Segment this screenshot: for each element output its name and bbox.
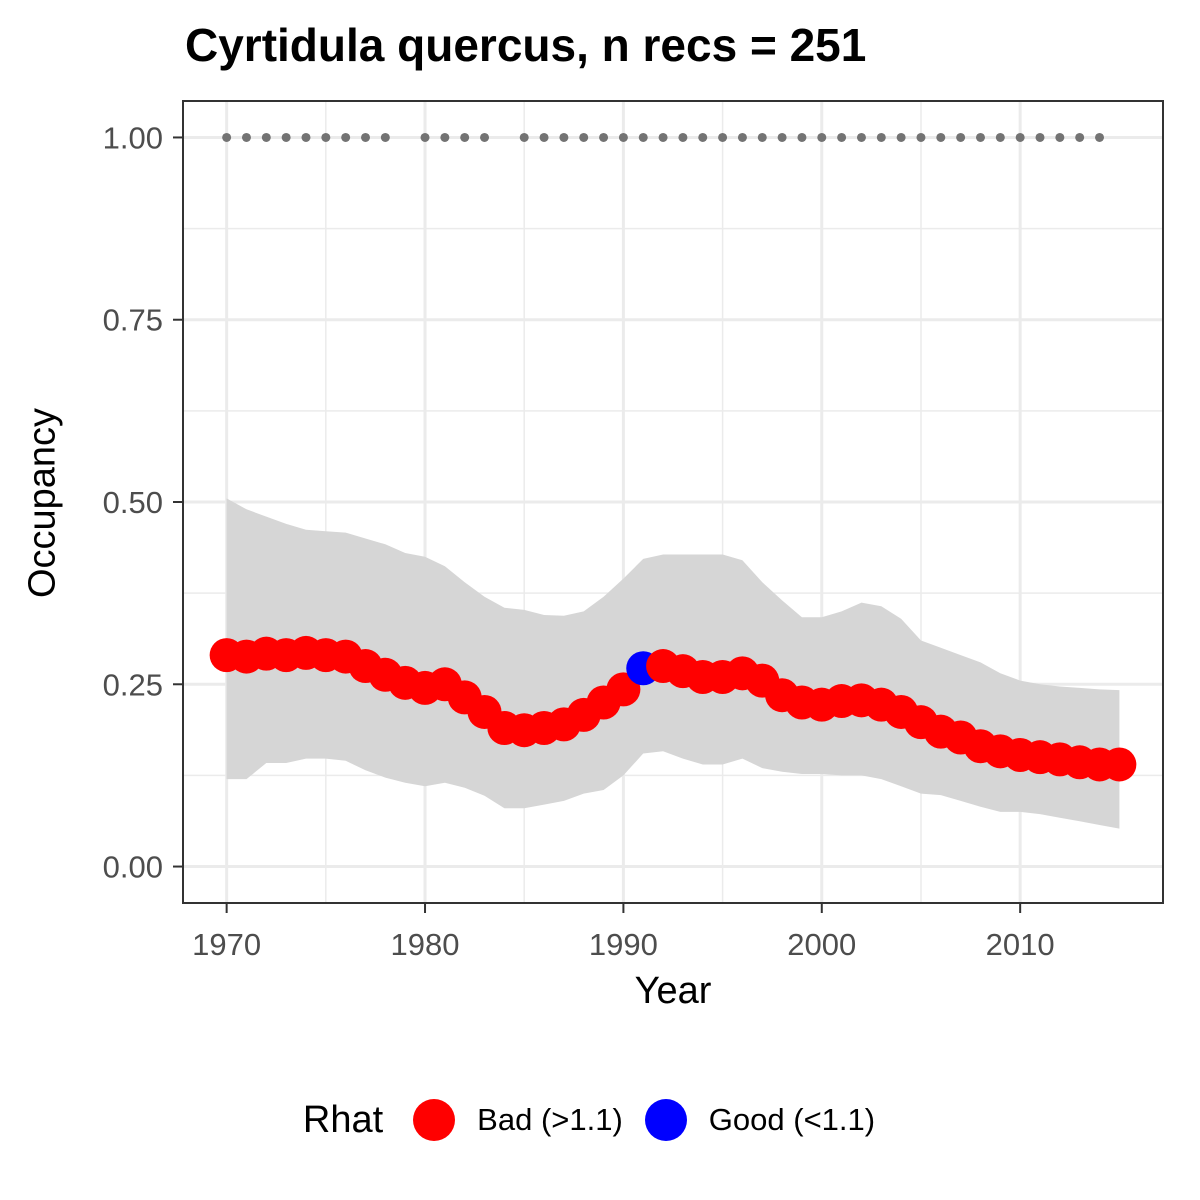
record-dot bbox=[876, 132, 886, 142]
record-dot bbox=[519, 132, 529, 142]
record-dot bbox=[460, 132, 470, 142]
y-tick-label: 0.75 bbox=[103, 303, 163, 338]
x-tick-label: 1970 bbox=[192, 927, 261, 962]
x-tick-label: 2010 bbox=[986, 927, 1055, 962]
x-tick-label: 1990 bbox=[589, 927, 658, 962]
record-dot bbox=[1095, 132, 1105, 142]
legend-label-bad: Bad (>1.1) bbox=[477, 1102, 623, 1137]
record-dot bbox=[241, 132, 251, 142]
legend-item-bad: Bad (>1.1) bbox=[413, 1099, 623, 1141]
record-dot bbox=[341, 132, 351, 142]
record-dot bbox=[777, 132, 787, 142]
record-dot bbox=[1035, 132, 1045, 142]
record-dot bbox=[678, 132, 688, 142]
y-tick-label: 0.25 bbox=[103, 667, 163, 702]
record-dot bbox=[896, 132, 906, 142]
record-dot bbox=[361, 132, 371, 142]
legend: Rhat Bad (>1.1) Good (<1.1) bbox=[0, 1092, 1200, 1148]
record-dot bbox=[1055, 132, 1065, 142]
record-dot bbox=[281, 132, 291, 142]
record-dot bbox=[936, 132, 946, 142]
record-dot bbox=[618, 132, 628, 142]
legend-key-good bbox=[644, 1099, 687, 1141]
record-dot bbox=[222, 132, 232, 142]
record-dot bbox=[599, 132, 609, 142]
record-dot bbox=[559, 132, 569, 142]
y-tick-label: 0.00 bbox=[103, 850, 163, 885]
y-tick-label: 1.00 bbox=[103, 120, 163, 155]
record-dot bbox=[956, 132, 966, 142]
record-dot bbox=[261, 132, 271, 142]
record-dot bbox=[797, 132, 807, 142]
record-dot bbox=[301, 132, 311, 142]
record-dot bbox=[757, 132, 767, 142]
record-dot bbox=[579, 132, 589, 142]
record-dot bbox=[440, 132, 450, 142]
record-dot bbox=[698, 132, 708, 142]
record-dot bbox=[856, 132, 866, 142]
legend-label-good: Good (<1.1) bbox=[708, 1102, 876, 1137]
legend-key-bad bbox=[413, 1099, 456, 1141]
occupancy-points bbox=[209, 635, 1137, 782]
legend-title: Rhat bbox=[302, 1098, 384, 1141]
legend-item-good: Good (<1.1) bbox=[644, 1099, 876, 1141]
axis-tick-labels: 1970 1980 1990 2000 2010 0.00 0.25 0.50 0.75 1.00 bbox=[103, 120, 1055, 962]
record-dot bbox=[321, 132, 331, 142]
y-tick-label: 0.50 bbox=[103, 485, 163, 520]
record-dot bbox=[638, 132, 648, 142]
x-axis-label: Year bbox=[634, 970, 712, 1012]
record-dot bbox=[817, 132, 827, 142]
record-dot bbox=[718, 132, 728, 142]
record-dot bbox=[420, 132, 430, 142]
record-dot bbox=[380, 132, 390, 142]
x-tick-label: 1980 bbox=[391, 927, 460, 962]
record-dot bbox=[916, 132, 926, 142]
record-dot bbox=[737, 132, 747, 142]
record-dot bbox=[539, 132, 549, 142]
axis-ticks bbox=[173, 136, 1022, 913]
record-dot bbox=[1015, 132, 1025, 142]
record-dot bbox=[995, 132, 1005, 142]
record-dot bbox=[658, 132, 668, 142]
record-dot bbox=[480, 132, 490, 142]
record-dot bbox=[975, 132, 985, 142]
x-tick-label: 2000 bbox=[787, 927, 856, 962]
y-axis-label: Occupancy bbox=[21, 407, 64, 599]
record-dots bbox=[222, 132, 1105, 142]
data-point-bad bbox=[1102, 747, 1137, 782]
chart-title: Cyrtidula quercus, n recs = 251 bbox=[185, 19, 867, 71]
record-dot bbox=[837, 132, 847, 142]
record-dot bbox=[1075, 132, 1085, 142]
